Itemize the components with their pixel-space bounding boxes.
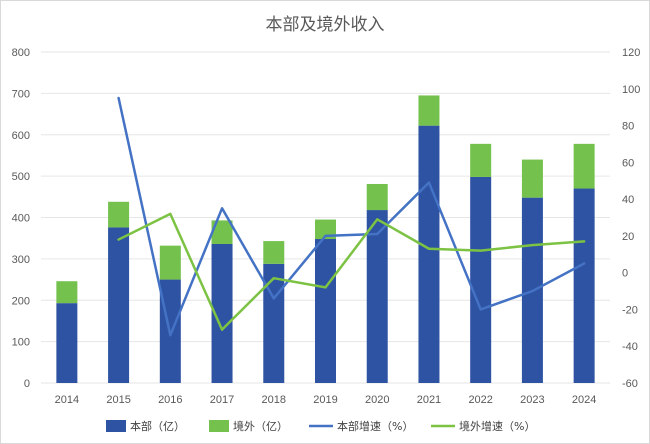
x-tick-label: 2017 xyxy=(210,394,234,406)
x-tick-label: 2019 xyxy=(313,394,337,406)
x-tick-label: 2024 xyxy=(572,394,596,406)
legend: 本部（亿） 境外（亿） 本部增速（%） 境外增速（%） xyxy=(106,419,535,433)
x-tick-label: 2020 xyxy=(365,394,389,406)
left-tick-label: 600 xyxy=(12,130,30,142)
right-tick-label: 120 xyxy=(622,47,640,59)
left-tick-label: 100 xyxy=(12,337,30,349)
x-tick-label: 2018 xyxy=(262,394,286,406)
x-tick-label: 2014 xyxy=(55,394,79,406)
right-tick-label: 20 xyxy=(622,231,634,243)
left-tick-label: 500 xyxy=(12,171,30,183)
line-series xyxy=(117,96,586,337)
right-tick-label: 100 xyxy=(622,84,640,96)
right-axis-ticks: -60 -40 -20 0 20 40 60 80 100 120 xyxy=(622,47,640,390)
right-tick-label: 60 xyxy=(622,157,634,169)
legend-swatch xyxy=(106,420,126,432)
x-tick-label: 2023 xyxy=(520,394,544,406)
left-tick-label: 700 xyxy=(12,88,30,100)
bar-segment-overseas xyxy=(418,95,440,126)
x-tick-label: 2021 xyxy=(417,394,441,406)
bar-segment-overseas xyxy=(56,281,78,304)
bar-segment-overseas xyxy=(521,159,543,198)
bar-segment-overseas xyxy=(573,143,595,189)
legend-swatch xyxy=(209,420,229,432)
bar-segment-overseas xyxy=(470,143,492,177)
legend-label: 本部（亿） xyxy=(130,419,185,433)
left-tick-label: 0 xyxy=(24,378,30,390)
right-tick-label: 40 xyxy=(622,194,634,206)
bar-segment-overseas xyxy=(108,201,130,228)
bar-segment-domestic xyxy=(211,243,233,383)
left-axis-ticks: 0 100 200 300 400 500 600 700 800 xyxy=(12,47,30,390)
bar-segment-domestic xyxy=(470,176,492,383)
right-tick-label: -40 xyxy=(622,341,638,353)
left-tick-label: 200 xyxy=(12,295,30,307)
bar-segment-domestic xyxy=(366,210,388,383)
legend-label: 境外增速（%） xyxy=(459,419,535,433)
bar-segment-overseas xyxy=(263,241,285,264)
overseas-growth-line xyxy=(117,212,586,331)
x-tick-label: 2015 xyxy=(106,394,130,406)
domestic-growth-line xyxy=(117,96,586,337)
bar-segment-overseas xyxy=(211,220,233,244)
bar-segment-domestic xyxy=(56,303,78,383)
bar-segment-domestic xyxy=(573,188,595,383)
right-tick-label: -60 xyxy=(622,378,638,390)
right-tick-label: 0 xyxy=(622,268,628,280)
right-tick-label: 80 xyxy=(622,121,634,133)
x-tick-label: 2016 xyxy=(158,394,182,406)
legend-label: 境外（亿） xyxy=(233,419,288,433)
bar-segment-overseas xyxy=(315,219,336,240)
bar-segment-domestic xyxy=(315,239,336,383)
bar-segment-domestic xyxy=(263,263,285,383)
x-tick-label: 2022 xyxy=(468,394,492,406)
chart-title: 本部及境外收入 xyxy=(266,15,385,35)
left-tick-label: 300 xyxy=(12,254,30,266)
bar-segment-overseas xyxy=(159,245,181,280)
legend-label: 本部增速（%） xyxy=(337,419,413,433)
x-axis-ticks: 2014 2015 2016 2017 2018 2019 2020 2021 2022 2023… xyxy=(55,394,597,406)
bar-segment-domestic xyxy=(108,227,130,383)
left-tick-label: 400 xyxy=(12,213,30,225)
right-tick-label: -20 xyxy=(622,304,638,316)
left-tick-label: 800 xyxy=(12,47,30,59)
bar-segment-domestic xyxy=(418,125,440,384)
bar-segment-overseas xyxy=(366,183,388,211)
bar-series xyxy=(56,95,595,384)
